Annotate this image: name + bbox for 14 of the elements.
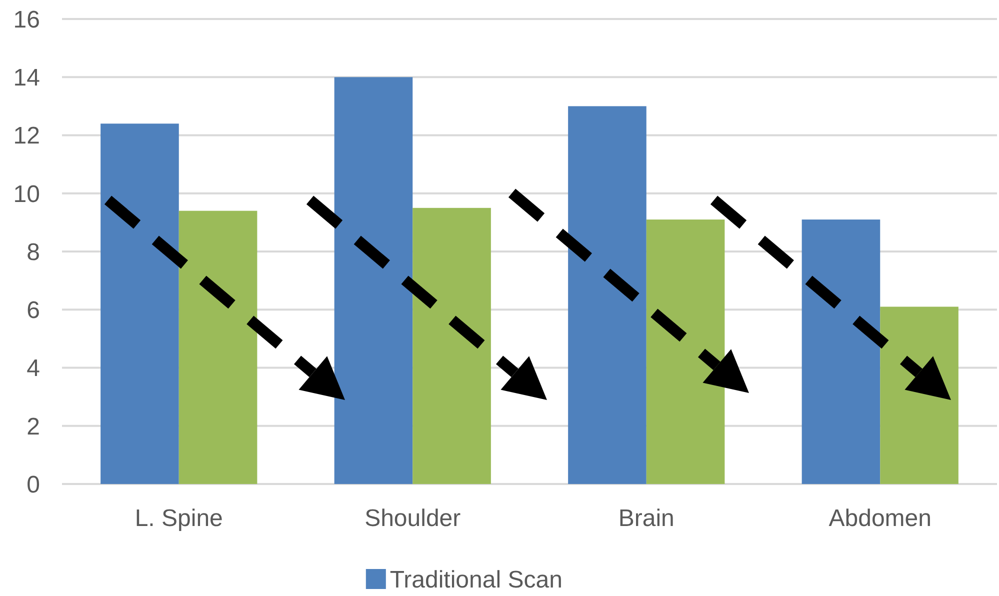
- x-tick-label: Shoulder: [364, 505, 461, 532]
- y-tick-label: 2: [26, 413, 40, 440]
- y-tick-label: 10: [13, 180, 40, 208]
- x-tick-label: Abdomen: [828, 505, 932, 532]
- x-tick-label: Brain: [618, 505, 674, 532]
- x-tick-label: L. Spine: [134, 505, 223, 532]
- y-tick-label: 4: [26, 355, 40, 382]
- y-tick-label: 12: [13, 122, 40, 150]
- y-tick-label: 6: [26, 297, 40, 324]
- y-tick-label: 8: [26, 238, 40, 266]
- y-tick-label: 14: [13, 64, 40, 92]
- legend-label: Traditional Scan: [390, 566, 562, 594]
- y-tick-label: 16: [13, 6, 40, 34]
- y-tick-label: 0: [26, 471, 40, 498]
